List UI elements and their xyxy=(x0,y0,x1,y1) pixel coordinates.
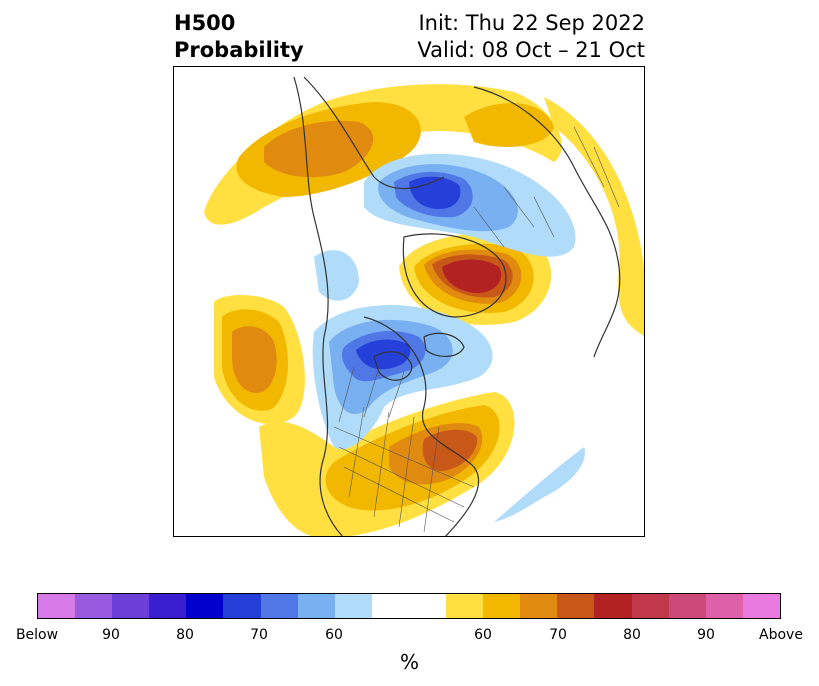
colorbar-tick-label: 80 xyxy=(623,627,641,643)
coast-arctic-islands xyxy=(423,332,465,357)
colorbar-segment xyxy=(38,594,76,618)
colorbar-tick-label: 90 xyxy=(697,627,715,643)
coast-asia-north xyxy=(303,76,445,190)
colorbar-tick-label: 70 xyxy=(549,627,567,643)
colorbar-segment xyxy=(557,594,595,618)
probability-map xyxy=(173,66,645,537)
cool-atlantic-streak xyxy=(494,447,585,522)
colorbar-tick-label: 90 xyxy=(102,627,120,643)
colorbar-segment xyxy=(186,594,224,618)
colorbar-tick-label: 70 xyxy=(250,627,268,643)
colorbar-segment xyxy=(520,594,558,618)
cool-anomaly-arctic xyxy=(364,153,576,257)
colorbar-tick-label: 80 xyxy=(176,627,194,643)
cool-arctic-75 xyxy=(409,176,461,209)
colorbar-segment xyxy=(334,594,372,618)
init-label: Init: Thu 22 Sep 2022 xyxy=(418,11,645,35)
warm-anomaly-siberia xyxy=(399,233,552,325)
colorbar-segment xyxy=(594,594,632,618)
colorbar-segment xyxy=(446,594,484,618)
warm-siberia-80 xyxy=(442,259,502,293)
product-label: Probability xyxy=(174,38,304,62)
warm-east-edge xyxy=(544,97,644,336)
chart-title-left: H500 Probability xyxy=(174,10,304,64)
colorbar-segment xyxy=(112,594,150,618)
colorbar-segment xyxy=(75,594,113,618)
cool-canada-75 xyxy=(356,339,411,370)
colorbar-segment xyxy=(483,594,521,618)
colorbar-segment xyxy=(371,594,409,618)
variable-label: H500 xyxy=(174,11,236,35)
cool-anomaly-canada xyxy=(312,250,493,450)
coast-greenland xyxy=(402,233,507,318)
coast-hudson-bay xyxy=(373,351,413,381)
warm-pacific-70 xyxy=(232,326,277,393)
coast-europe xyxy=(473,86,621,358)
chart-title-right: Init: Thu 22 Sep 2022 Valid: 08 Oct – 21… xyxy=(417,10,645,64)
colorbar-segment xyxy=(297,594,335,618)
colorbar-segment xyxy=(223,594,261,618)
coast-north-america-west xyxy=(293,76,344,536)
colorbar-segment xyxy=(408,594,447,618)
coast-north-america-east xyxy=(363,316,480,536)
colorbar-ticks: Below 90 80 70 60 60 70 80 90 Above xyxy=(0,627,819,647)
map-canvas xyxy=(204,76,644,536)
colorbar-segment xyxy=(260,594,298,618)
colorbar-segment xyxy=(705,594,743,618)
cool-alaska-60 xyxy=(314,250,359,301)
warm-europe-60b xyxy=(464,103,554,147)
probability-colorbar xyxy=(37,593,781,619)
colorbar-segment xyxy=(631,594,669,618)
coastlines xyxy=(293,76,621,536)
colorbar-tick-label: Above xyxy=(759,627,803,643)
colorbar-tick-label: Below xyxy=(15,627,59,643)
admin-borders xyxy=(333,126,620,533)
colorbar-tick-label: 60 xyxy=(325,627,343,643)
colorbar-segment xyxy=(149,594,187,618)
colorbar-segment xyxy=(668,594,706,618)
warm-anomaly-pacific xyxy=(214,295,305,425)
colorbar-unit-label: % xyxy=(399,650,419,674)
warm-europe-70 xyxy=(264,120,374,178)
colorbar-segment xyxy=(742,594,780,618)
warm-anomaly-north-america xyxy=(259,392,515,536)
colorbar-tick-label: 60 xyxy=(474,627,492,643)
valid-label: Valid: 08 Oct – 21 Oct xyxy=(417,38,645,62)
